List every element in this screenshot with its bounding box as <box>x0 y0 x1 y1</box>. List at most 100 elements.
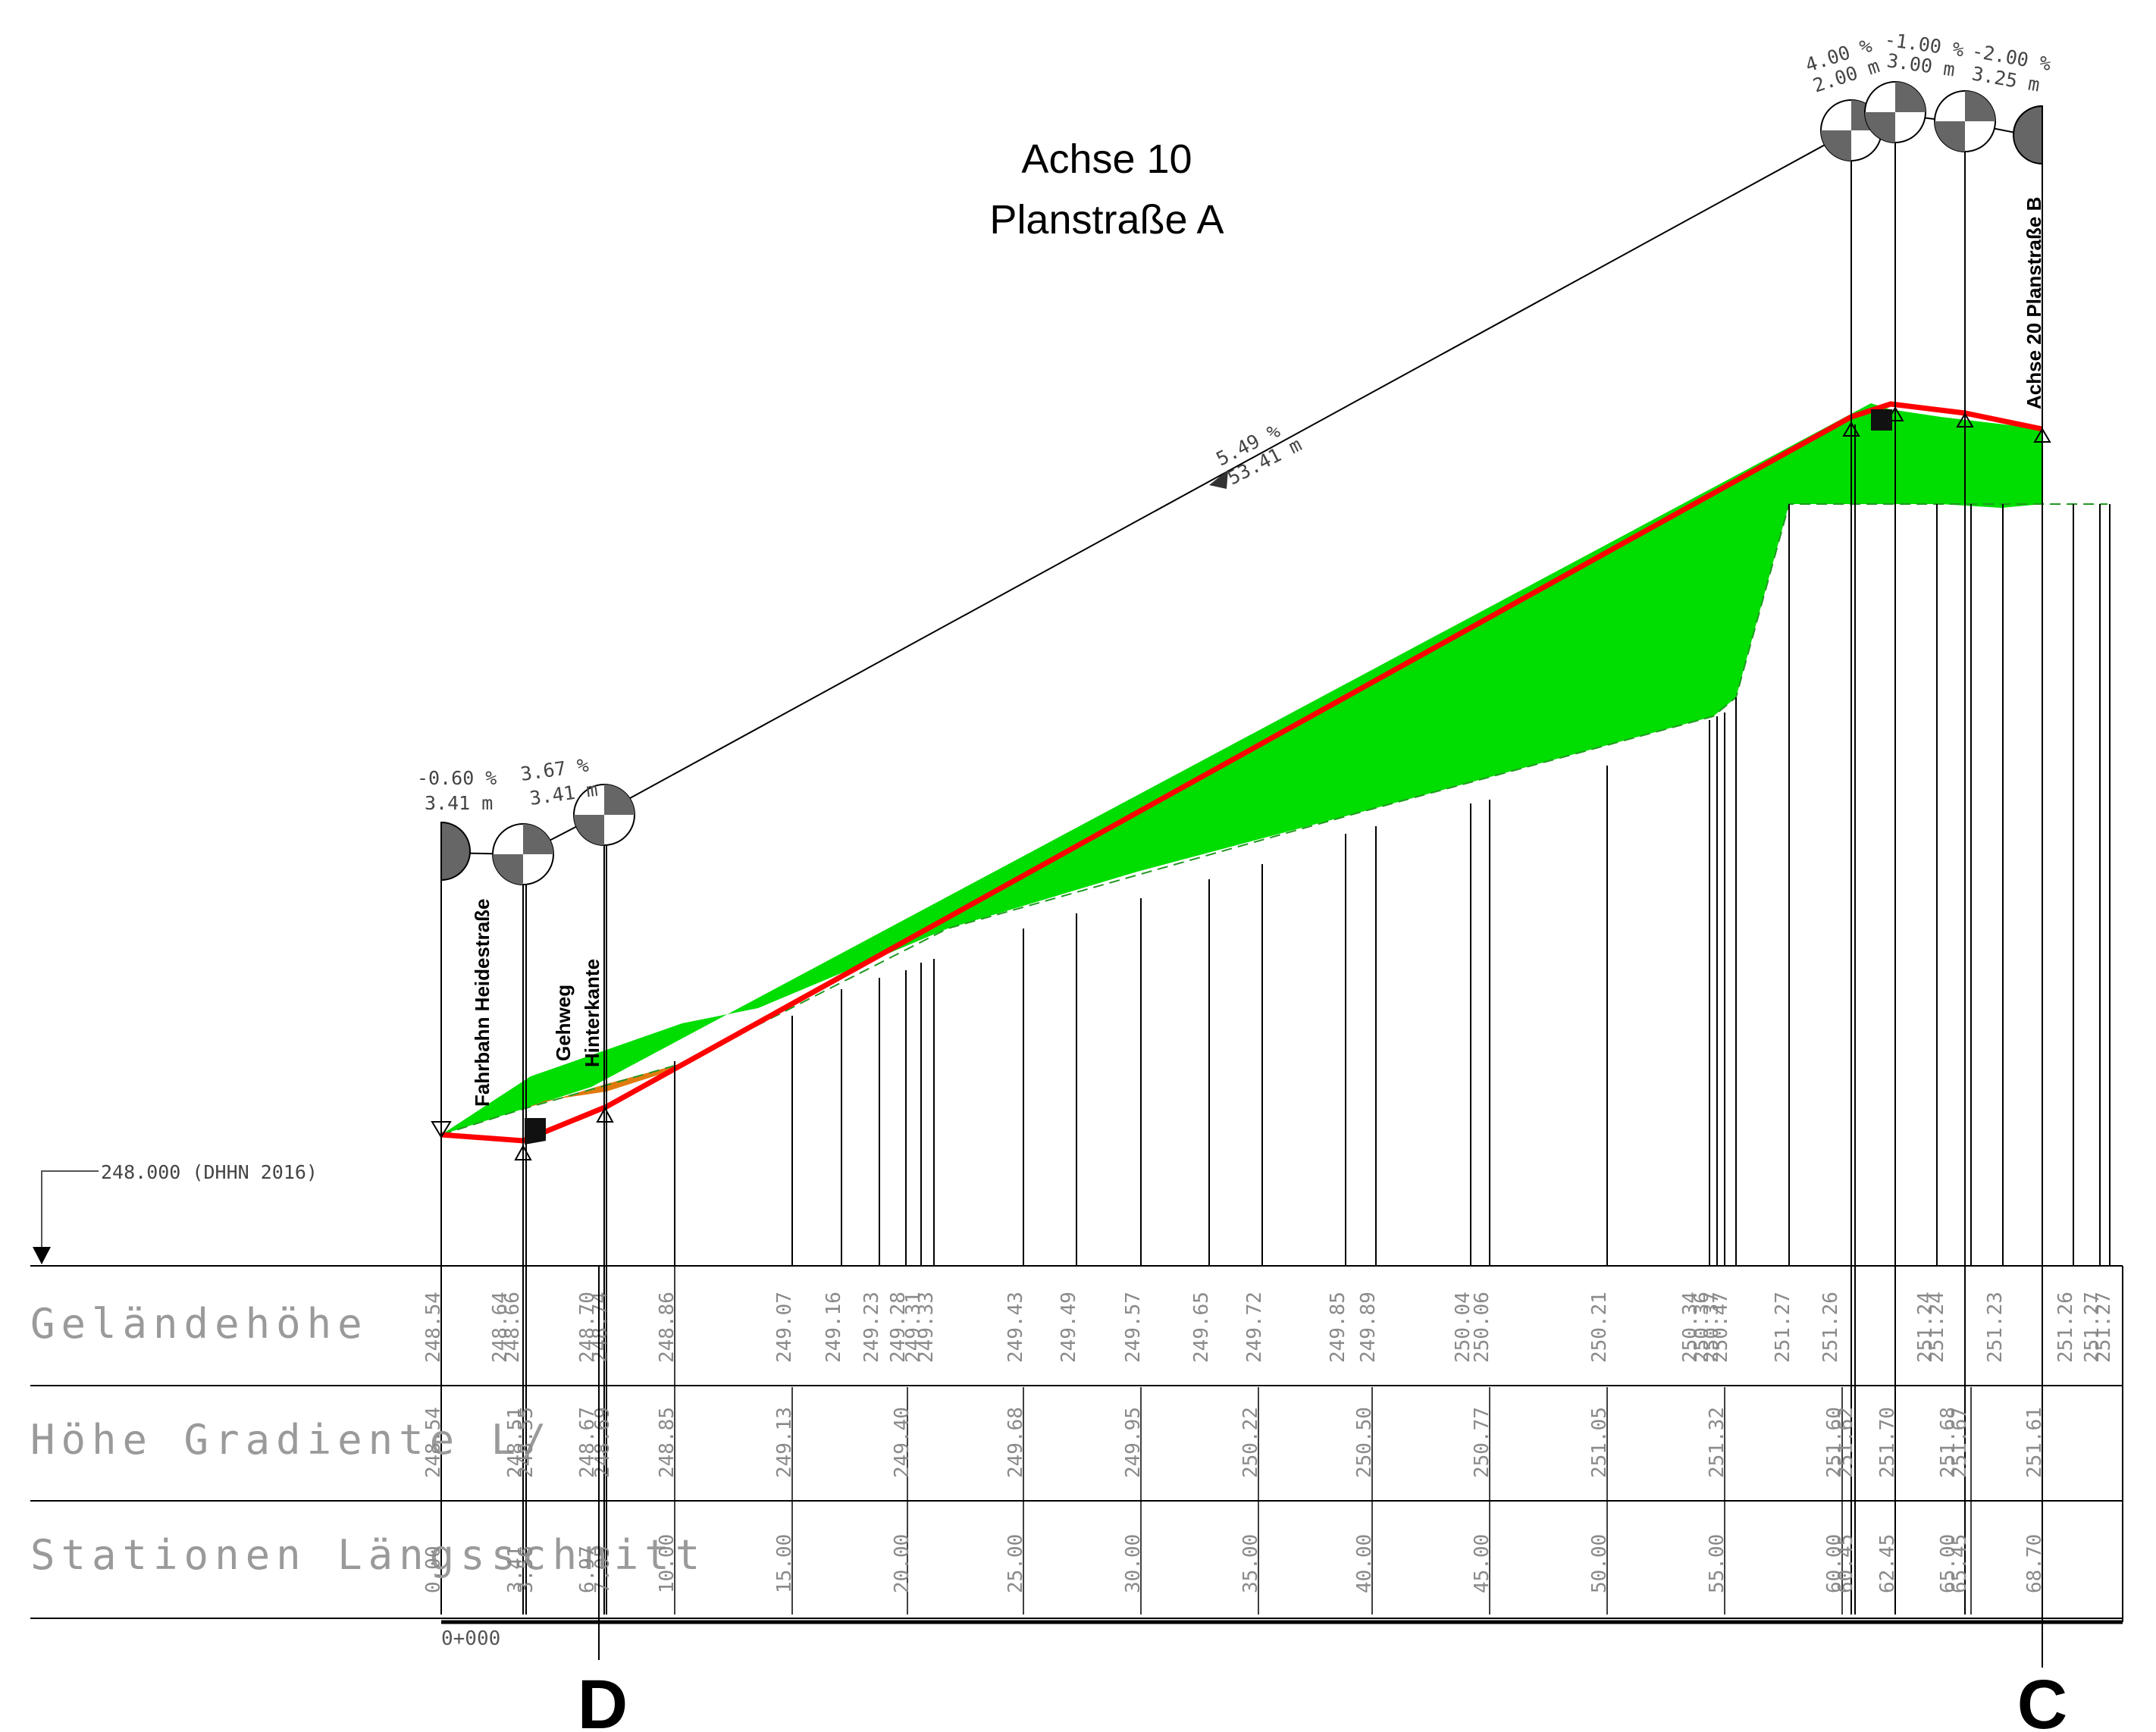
table-value: 249.33 <box>915 1292 938 1363</box>
stationen-values: 0.00 3.413.56 6.977.05 10.00 15.00 20.00 25.00… <box>422 1534 2046 1593</box>
table-value: 248.54 <box>422 1292 445 1363</box>
table-value: 248.66 <box>501 1292 524 1363</box>
table-value: 249.13 <box>773 1407 796 1478</box>
table-value: 250.34 <box>1679 1292 1702 1363</box>
circle-6 <box>1934 90 1996 152</box>
label-achse20: Achse 20 Planstraße B <box>2023 197 2045 409</box>
table-value: 6.97 <box>576 1546 599 1593</box>
table-value: 249.95 <box>1122 1407 1145 1478</box>
table-value: 249.49 <box>1058 1292 1080 1363</box>
table-value: 251.27 <box>2081 1292 2104 1363</box>
table-value: 250.47 <box>1709 1292 1732 1363</box>
table-value: 55.00 <box>1706 1534 1728 1593</box>
label-fahrbahn: Fahrbahn Heidestraße <box>471 898 494 1107</box>
table-value: 251.27 <box>2092 1292 2115 1363</box>
table-value: 65.00 <box>1937 1534 1960 1593</box>
circle-7 <box>2013 105 2043 165</box>
row-label-stationen: Stationen Längsschnitt <box>30 1531 706 1579</box>
table-value: 250.77 <box>1471 1407 1493 1478</box>
title-line2: Planstraße A <box>989 197 1224 243</box>
table-value: 248.51 <box>504 1407 527 1478</box>
table-value: 249.57 <box>1122 1292 1145 1363</box>
fill-area <box>441 403 2042 1135</box>
table-value: 248.70 <box>576 1292 599 1363</box>
table-value: 248.74 <box>589 1292 612 1363</box>
table-value: 60.00 <box>1823 1534 1846 1593</box>
row-label-gradiente: Höhe Gradiente L/ <box>30 1416 553 1464</box>
green-fill <box>441 403 2042 1135</box>
table-value: 251.27 <box>1772 1292 1794 1363</box>
curve-symbols <box>440 81 2043 885</box>
table-value: 249.07 <box>773 1292 796 1363</box>
table-value: 251.24 <box>1926 1292 1948 1363</box>
circle-5 <box>1864 81 1926 143</box>
table-value: 248.67 <box>576 1407 599 1478</box>
slope-arrow <box>1209 470 1228 489</box>
table-value: 250.36 <box>1691 1292 1713 1363</box>
title-line1: Achse 10 <box>1021 136 1192 182</box>
table-value: 251.62 <box>1835 1407 1857 1478</box>
table-value: 7.05 <box>591 1546 614 1593</box>
table-value: 249.65 <box>1190 1292 1213 1363</box>
table-value: 25.00 <box>1004 1534 1027 1593</box>
table-value: 60.45 <box>1835 1534 1857 1593</box>
table-value: 250.04 <box>1452 1292 1474 1363</box>
label-hinterkante: Hinterkante <box>581 959 603 1067</box>
table-value: 249.68 <box>1004 1407 1027 1478</box>
table-value: 249.23 <box>860 1292 883 1363</box>
table-value: 251.70 <box>1876 1407 1899 1478</box>
table-value: 250.06 <box>1471 1292 1493 1363</box>
node-block <box>1871 409 1892 431</box>
table-value: 250.37 <box>1700 1292 1723 1363</box>
table-value: 50.00 <box>1588 1534 1611 1593</box>
table-value: 248.64 <box>489 1292 512 1363</box>
label-gehweg: Gehweg <box>552 985 575 1061</box>
table-value: 251.26 <box>2054 1292 2077 1363</box>
table-value: 249.72 <box>1243 1292 1266 1363</box>
table-value: 250.21 <box>1588 1292 1611 1363</box>
ordinate-lines <box>440 114 2111 1668</box>
table-value: 3.41 <box>504 1546 527 1593</box>
datum-label: 248.000 (DHHN 2016) <box>101 1161 318 1183</box>
table-value: 251.61 <box>2023 1407 2046 1478</box>
table-value: 250.50 <box>1353 1407 1376 1478</box>
table-value: 248.85 <box>656 1407 678 1478</box>
start-station: 0+000 <box>441 1627 500 1650</box>
table-value: 251.67 <box>1948 1407 1971 1478</box>
table-value: 30.00 <box>1122 1534 1145 1593</box>
table-value: 251.23 <box>1984 1292 2007 1363</box>
table-value: 249.31 <box>902 1292 925 1363</box>
gradient-triangles <box>431 406 2051 1160</box>
table-grid <box>30 1265 2123 1624</box>
marker-c: C <box>2017 1666 2067 1732</box>
terrain-line <box>440 503 2107 1135</box>
table-value: 62.45 <box>1876 1534 1899 1593</box>
table-value: 248.86 <box>656 1292 678 1363</box>
table-value: 15.00 <box>773 1534 796 1593</box>
table-value: 0.00 <box>422 1546 445 1593</box>
table-value: 20.00 <box>891 1534 913 1593</box>
row-label-gelaende: Geländehöhe <box>30 1300 368 1348</box>
table-value: 250.22 <box>1239 1407 1262 1478</box>
marker-d: D <box>578 1666 628 1732</box>
table-value: 251.68 <box>1937 1407 1960 1478</box>
slope1-pct: -0.60 % <box>417 767 497 789</box>
table-value: 249.28 <box>887 1292 910 1363</box>
table-value: 35.00 <box>1239 1534 1262 1593</box>
table-value: 251.05 <box>1588 1407 1611 1478</box>
table-value: 45.00 <box>1471 1534 1493 1593</box>
table-value: 249.43 <box>1004 1292 1027 1363</box>
circle-3 <box>573 784 635 846</box>
table-value: 251.60 <box>1823 1407 1846 1478</box>
slope1-len: 3.41 m <box>425 792 493 814</box>
table-value: 248.69 <box>591 1407 614 1478</box>
table-value: 249.89 <box>1357 1292 1380 1363</box>
table-value: 248.55 <box>515 1407 537 1478</box>
datum: 248.000 (DHHN 2016) <box>33 1161 318 1264</box>
table-value: 251.32 <box>1706 1407 1728 1478</box>
table-value: 249.85 <box>1327 1292 1349 1363</box>
table-value: 249.16 <box>823 1292 845 1363</box>
